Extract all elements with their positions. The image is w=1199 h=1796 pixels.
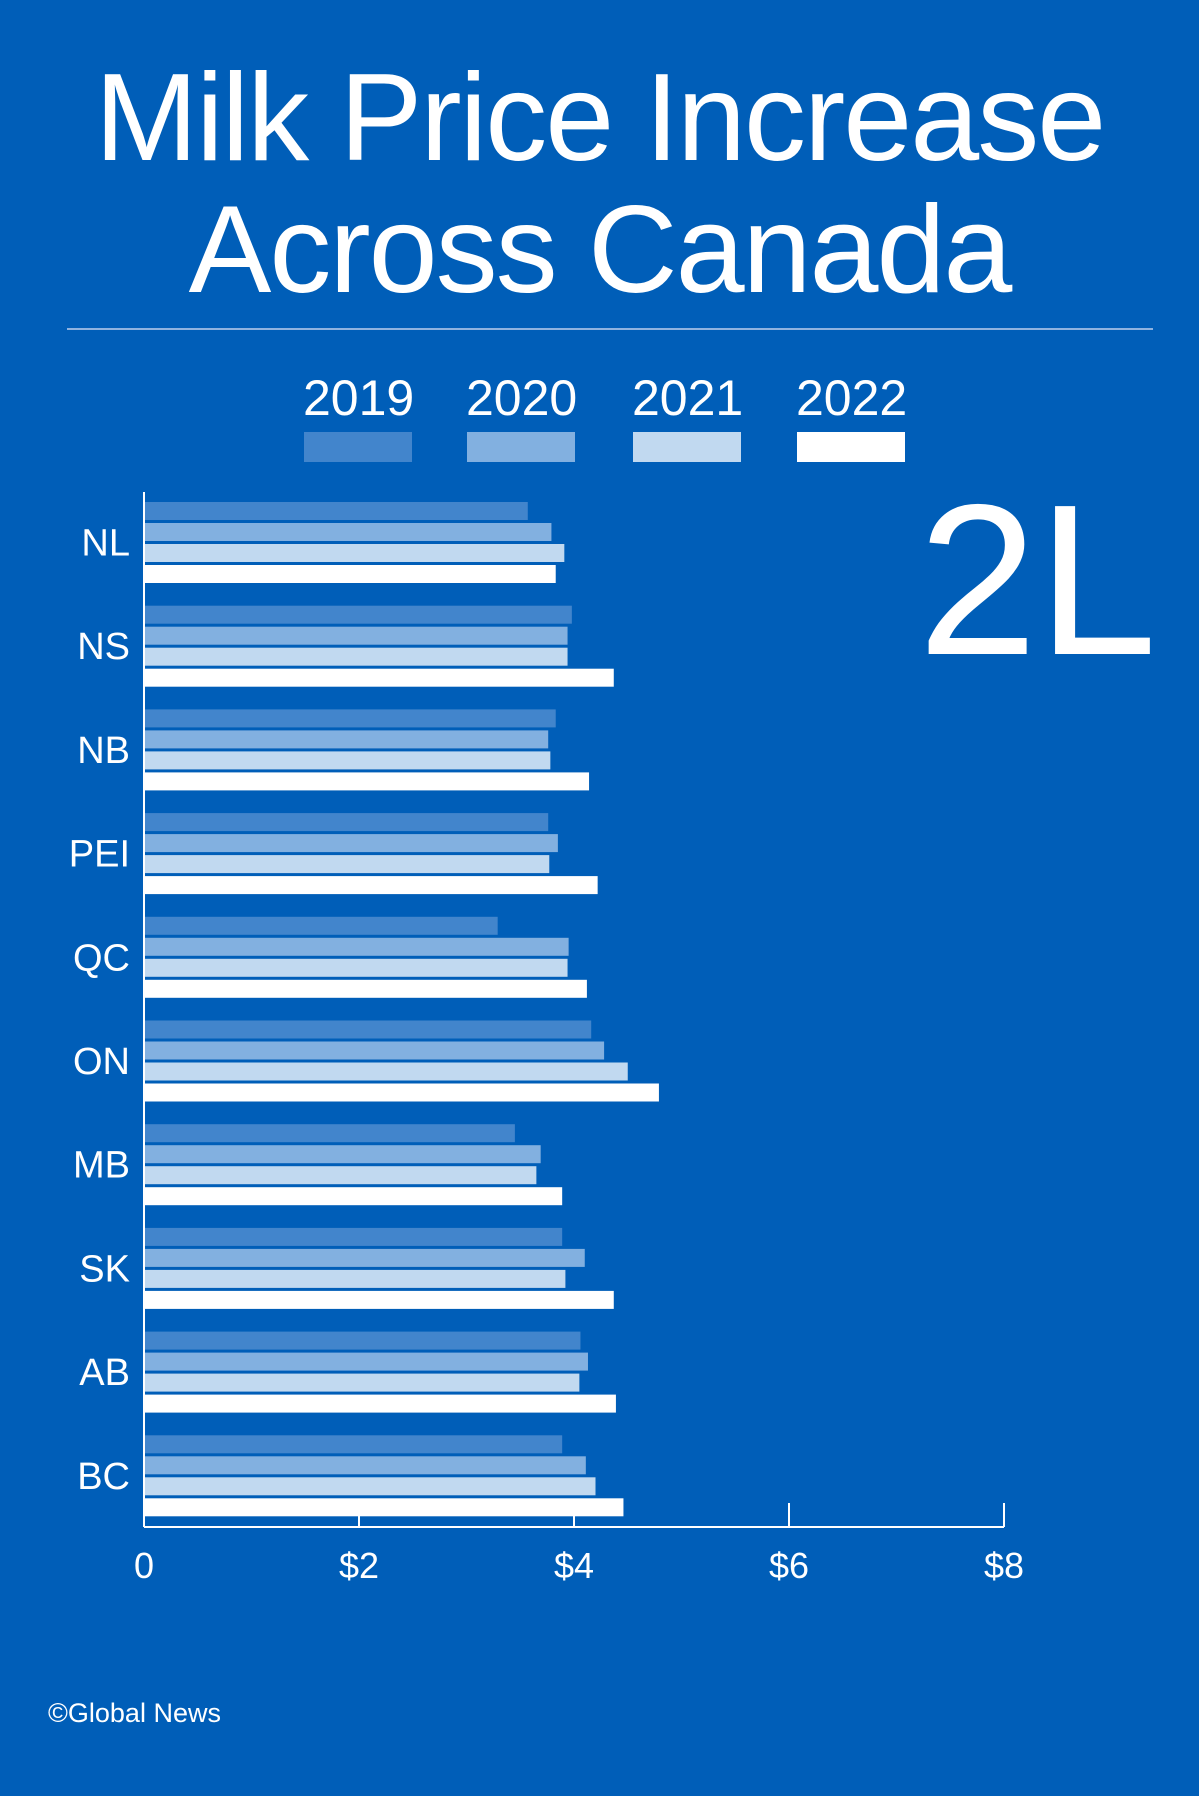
x-tick-label: $4 [554,1545,594,1586]
bar-sk-2020 [144,1248,585,1267]
bar-nl-2020 [144,523,552,541]
source-credit: ©Global News [48,1698,221,1728]
bar-pei-2019 [144,813,549,832]
legend-label: 2022 [796,370,908,426]
bar-pei-2020 [144,834,558,853]
category-label-sk: SK [79,1248,130,1290]
category-label-pei: PEI [69,834,130,876]
bar-qc-2021 [144,958,568,977]
bar-qc-2020 [144,937,569,956]
bar-nb-2020 [144,730,549,749]
bar-sk-2022 [144,1290,614,1309]
bar-ab-2021 [144,1373,580,1392]
bar-sk-2021 [144,1269,566,1288]
legend-swatch [633,432,741,462]
bar-nl-2019 [144,502,528,520]
bar-ns-2022 [144,668,614,687]
chart-title: Milk Price Increase Across Canada [0,52,1199,316]
bar-pei-2022 [144,876,598,895]
bar-on-2020 [144,1041,605,1060]
bar-ns-2020 [144,626,568,645]
legend-swatch [304,432,412,462]
bar-group-mb [144,1124,563,1206]
bar-nb-2022 [144,772,590,791]
bar-mb-2019 [144,1124,515,1143]
bar-group-ns [144,605,614,687]
bar-ns-2021 [144,647,568,666]
bar-on-2019 [144,1020,592,1039]
bar-group-nb [144,709,590,791]
category-label-nl: NL [81,523,130,565]
title-line-1: Milk Price Increase [94,49,1106,187]
legend-item-2020: 2020 [466,370,578,462]
bar-bc-2022 [144,1498,624,1517]
bar-on-2022 [144,1083,659,1102]
bar-ab-2022 [144,1394,616,1413]
category-label-ab: AB [79,1352,130,1394]
x-tick-label: $6 [769,1545,809,1586]
bar-ns-2019 [144,605,572,624]
bar-nb-2021 [144,751,551,770]
category-label-ns: NS [77,626,130,668]
bar-bc-2019 [144,1435,563,1454]
bar-bc-2020 [144,1456,586,1475]
category-label-nb: NB [77,730,130,772]
bar-qc-2019 [144,916,498,935]
bar-bc-2021 [144,1477,596,1496]
bar-on-2021 [144,1062,628,1081]
bar-group-ab [144,1331,616,1413]
category-label-bc: BC [77,1456,130,1498]
bar-sk-2019 [144,1227,563,1246]
title-divider [67,328,1153,330]
bar-group-bc [144,1435,624,1517]
bar-group-pei [144,813,598,895]
bar-mb-2020 [144,1145,541,1164]
legend: 2019 2020 2021 2022 [0,372,1199,462]
legend-label: 2021 [632,370,744,426]
legend-swatch [467,432,575,462]
category-label-mb: MB [73,1145,130,1187]
legend-label: 2019 [303,370,415,426]
bar-qc-2022 [144,979,587,998]
legend-item-2021: 2021 [632,370,744,462]
legend-swatch [797,432,905,462]
bar-nb-2019 [144,709,556,728]
x-tick-label: $8 [984,1545,1024,1586]
bar-nl-2022 [144,565,556,583]
category-label-on: ON [73,1041,130,1083]
unit-label: 2L [917,459,1157,700]
bar-group-qc [144,916,587,998]
bar-group-nl [144,502,565,583]
x-tick-label: 0 [134,1545,154,1586]
bar-group-on [144,1020,659,1102]
bar-ab-2020 [144,1352,588,1371]
bar-mb-2021 [144,1166,537,1185]
legend-item-2022: 2022 [796,370,908,462]
x-tick-label: $2 [339,1545,379,1586]
legend-item-2019: 2019 [303,370,415,462]
bar-nl-2021 [144,544,565,562]
bar-group-sk [144,1227,614,1309]
title-line-2: Across Canada [188,181,1013,319]
category-label-qc: QC [73,937,130,979]
legend-label: 2020 [466,370,578,426]
bar-pei-2021 [144,855,550,874]
bar-ab-2019 [144,1331,581,1350]
bar-mb-2022 [144,1187,563,1206]
